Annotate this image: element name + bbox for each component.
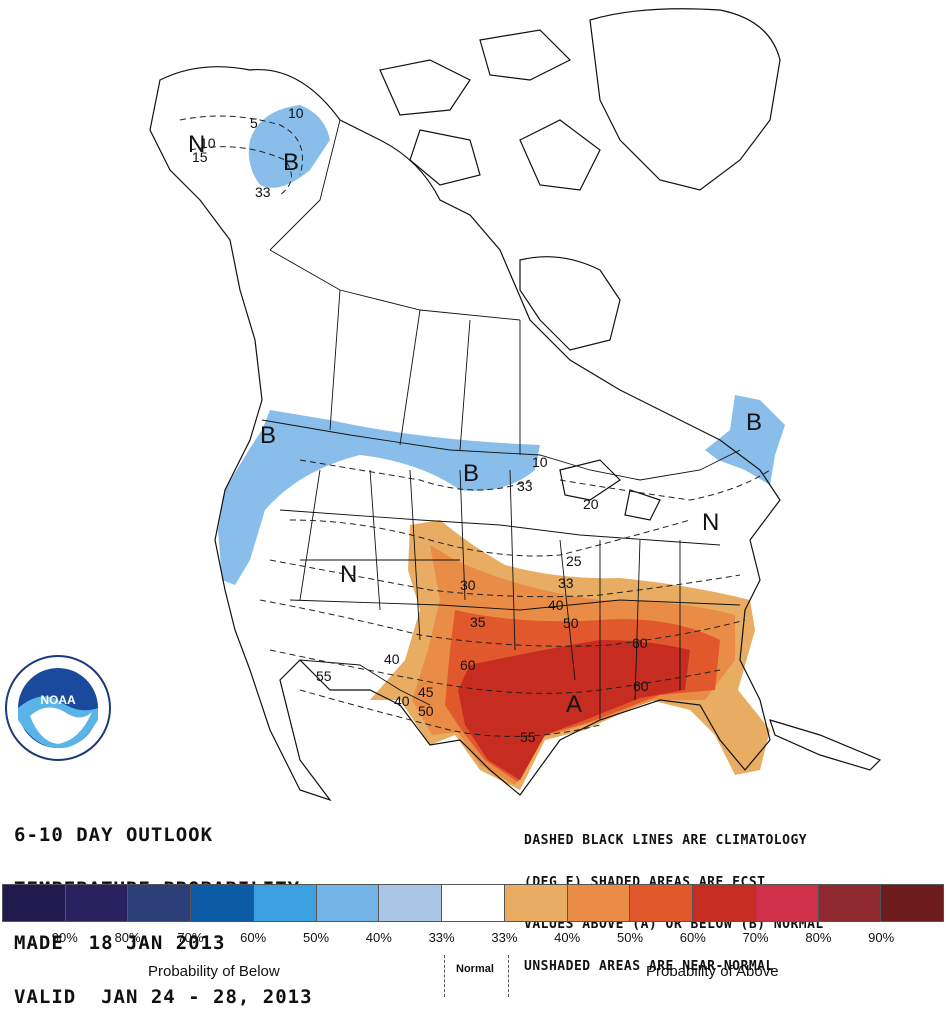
legend-tick-label: 60% (240, 930, 267, 945)
contour-label: 60 (632, 635, 648, 651)
map-label-normal: N (340, 561, 357, 588)
legend-tick-label: 70% (742, 930, 769, 945)
contour-label: 25 (566, 553, 582, 569)
arctic-islands (379, 29, 601, 191)
contour-label: 10 (532, 454, 548, 470)
contour-label: 55 (316, 668, 332, 684)
canada-provinces (269, 249, 521, 455)
legend-tick-label: 33% (491, 930, 518, 945)
contour-label: 5 (250, 115, 258, 131)
probability-legend-bar (2, 884, 945, 922)
legend-tick-label: 40% (554, 930, 581, 945)
contour-label: 40 (384, 651, 400, 667)
legend-swatch (128, 884, 192, 922)
north-america-outline (149, 66, 781, 802)
contour-label: 10 (288, 105, 304, 121)
climatology-contours (179, 115, 771, 737)
contour-label: 33 (558, 575, 574, 591)
contour-label: 60 (460, 657, 476, 673)
contour-label: 45 (418, 684, 434, 700)
below-normal-shading (218, 105, 785, 585)
legend-divider (508, 955, 509, 997)
probability-legend-ticks: 90% 80% 70% 60% 50% 40% 33% 33% 40% 50% 60% 70% 80% 9… (0, 930, 946, 948)
alaska-below-area (248, 105, 330, 188)
legend-below-caption: Probability of Below (148, 963, 280, 980)
legend-swatch (630, 884, 694, 922)
greenland-outline (589, 8, 781, 191)
contour-label: 60 (633, 678, 649, 694)
legend-normal-caption: Normal (456, 963, 494, 975)
above-70-area (458, 640, 690, 780)
map-label-above: A (566, 691, 582, 718)
legend-swatch (379, 884, 443, 922)
contour-label: 33 (517, 478, 533, 494)
legend-swatch (191, 884, 254, 922)
map-label-below: B (283, 149, 299, 176)
map-label-below: B (746, 409, 762, 436)
legend-swatch (504, 884, 568, 922)
us-states (279, 469, 741, 720)
logo-text: NOAA (40, 693, 76, 707)
map-label-below: B (463, 460, 479, 487)
legend-swatch (881, 884, 945, 922)
outlook-title-line: MADE 18 JAN 2013 (14, 932, 226, 954)
contour-label: 20 (583, 496, 599, 512)
contour-label: 30 (460, 577, 476, 593)
legend-swatch (316, 884, 380, 922)
map-label-below: B (260, 422, 276, 449)
legend-tick-label: 90% (868, 930, 895, 945)
northwest-below-area (218, 410, 540, 585)
land-outlines (149, 8, 882, 802)
contour-label: 35 (470, 614, 486, 630)
legend-tick-label: 60% (679, 930, 706, 945)
legend-tick-label: 70% (177, 930, 204, 945)
legend-tick-label: 40% (365, 930, 392, 945)
legend-swatch (755, 884, 819, 922)
outlook-title-line: 6-10 DAY OUTLOOK (14, 824, 214, 846)
legend-tick-label: 50% (616, 930, 644, 945)
northeast-below-area (705, 395, 785, 485)
political-boundaries (261, 119, 741, 720)
legend-tick-label: 80% (805, 930, 832, 945)
legend-swatch (65, 884, 129, 922)
outlook-title-line: VALID JAN 24 - 28, 2013 (14, 986, 313, 1008)
contour-label: 55 (520, 729, 536, 745)
legend-swatch (2, 884, 66, 922)
us-canada-border (261, 419, 741, 481)
contour-label: 10 (200, 135, 216, 151)
legend-swatch (567, 884, 631, 922)
contour-label: 40 (394, 693, 410, 709)
legend-above-caption: Probability of Above (646, 963, 779, 980)
legend-swatch (818, 884, 882, 922)
legend-tick-label: 50% (302, 930, 330, 945)
outlook-map: N B B B B N N A 5 10 15 10 33 33 10 20 2… (5, 8, 882, 802)
contour-label: 33 (255, 184, 271, 200)
contour-label: 50 (418, 703, 434, 719)
legend-tick-label: 33% (428, 930, 455, 945)
map-label-normal: N (188, 131, 205, 158)
contour-label: 40 (548, 597, 564, 613)
map-note-line: DASHED BLACK LINES ARE CLIMATOLOGY (524, 833, 808, 848)
great-lakes (559, 459, 661, 521)
map-note-line: UNSHADED AREAS ARE NEAR-NORMAL (524, 959, 774, 974)
hudson-bay-outline (519, 256, 621, 351)
legend-swatch (693, 884, 756, 922)
contour-label: 50 (563, 615, 579, 631)
legend-divider (444, 955, 445, 997)
contour-label: 15 (192, 149, 208, 165)
cuba-outline (769, 719, 882, 771)
map-label-normal: N (702, 509, 719, 536)
alaska-border (269, 119, 341, 251)
legend-tick-label: 90% (51, 930, 78, 945)
legend-tick-label: 80% (114, 930, 141, 945)
legend-swatch (442, 884, 505, 922)
legend-swatch (253, 884, 317, 922)
noaa-logo: NOAA (5, 655, 111, 761)
